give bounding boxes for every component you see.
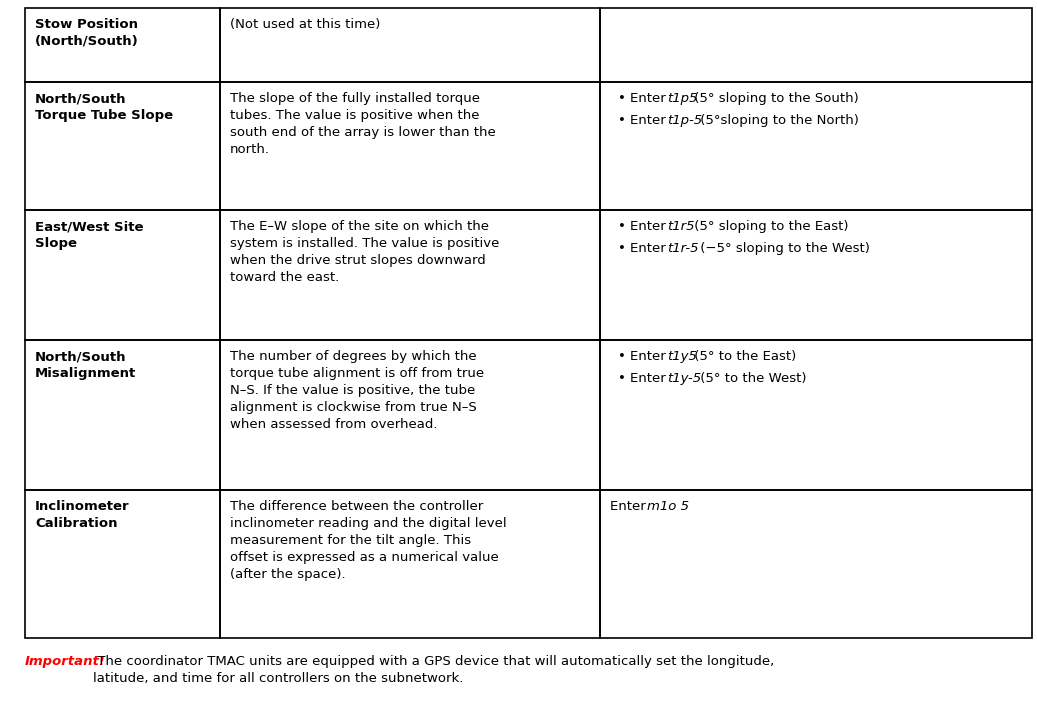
Text: •: • xyxy=(618,372,626,385)
Bar xyxy=(220,210,600,340)
Text: Enter: Enter xyxy=(630,114,670,127)
Text: •: • xyxy=(618,242,626,255)
Text: •: • xyxy=(618,92,626,105)
Bar xyxy=(600,340,1032,490)
Text: m1o 5: m1o 5 xyxy=(647,500,689,513)
Text: Stow Position
(North/South): Stow Position (North/South) xyxy=(35,18,139,48)
Bar xyxy=(25,8,220,82)
Text: t1p-5: t1p-5 xyxy=(667,114,702,127)
Text: t1y-5: t1y-5 xyxy=(667,372,701,385)
Text: (−5° sloping to the West): (−5° sloping to the West) xyxy=(697,242,870,255)
Text: Enter: Enter xyxy=(630,372,670,385)
Text: North/South
Misalignment: North/South Misalignment xyxy=(35,350,136,380)
Text: The slope of the fully installed torque
tubes. The value is positive when the
so: The slope of the fully installed torque … xyxy=(230,92,496,156)
Text: Enter: Enter xyxy=(630,350,670,363)
Text: t1p5: t1p5 xyxy=(667,92,697,105)
Text: The E–W slope of the site on which the
system is installed. The value is positiv: The E–W slope of the site on which the s… xyxy=(230,220,500,284)
Bar xyxy=(25,82,220,210)
Text: Enter: Enter xyxy=(630,220,670,233)
Text: (5° sloping to the East): (5° sloping to the East) xyxy=(691,220,849,233)
Bar xyxy=(220,490,600,638)
Bar xyxy=(220,340,600,490)
Text: North/South
Torque Tube Slope: North/South Torque Tube Slope xyxy=(35,92,173,122)
Bar xyxy=(600,82,1032,210)
Text: (5°sloping to the North): (5°sloping to the North) xyxy=(697,114,860,127)
Text: (5° to the West): (5° to the West) xyxy=(697,372,807,385)
Text: (Not used at this time): (Not used at this time) xyxy=(230,18,381,31)
Text: Inclinometer
Calibration: Inclinometer Calibration xyxy=(35,500,130,530)
Text: (5° sloping to the South): (5° sloping to the South) xyxy=(691,92,860,105)
Text: The difference between the controller
inclinometer reading and the digital level: The difference between the controller in… xyxy=(230,500,507,581)
Bar xyxy=(25,210,220,340)
Bar xyxy=(25,340,220,490)
Bar xyxy=(600,210,1032,340)
Text: t1r-5: t1r-5 xyxy=(667,242,698,255)
Text: Important!: Important! xyxy=(25,655,106,668)
Text: East/West Site
Slope: East/West Site Slope xyxy=(35,220,143,250)
Text: t1y5: t1y5 xyxy=(667,350,697,363)
Text: •: • xyxy=(618,114,626,127)
Bar xyxy=(220,8,600,82)
Text: t1r5: t1r5 xyxy=(667,220,695,233)
Text: Enter: Enter xyxy=(610,500,650,513)
Text: (5° to the East): (5° to the East) xyxy=(691,350,796,363)
Text: Enter: Enter xyxy=(630,92,670,105)
Text: Enter: Enter xyxy=(630,242,670,255)
Text: •: • xyxy=(618,220,626,233)
Text: The coordinator TMAC units are equipped with a GPS device that will automaticall: The coordinator TMAC units are equipped … xyxy=(93,655,775,685)
Bar xyxy=(220,82,600,210)
Text: The number of degrees by which the
torque tube alignment is off from true
N–S. I: The number of degrees by which the torqu… xyxy=(230,350,484,431)
Bar xyxy=(25,490,220,638)
Text: •: • xyxy=(618,350,626,363)
Bar xyxy=(600,490,1032,638)
Bar xyxy=(600,8,1032,82)
